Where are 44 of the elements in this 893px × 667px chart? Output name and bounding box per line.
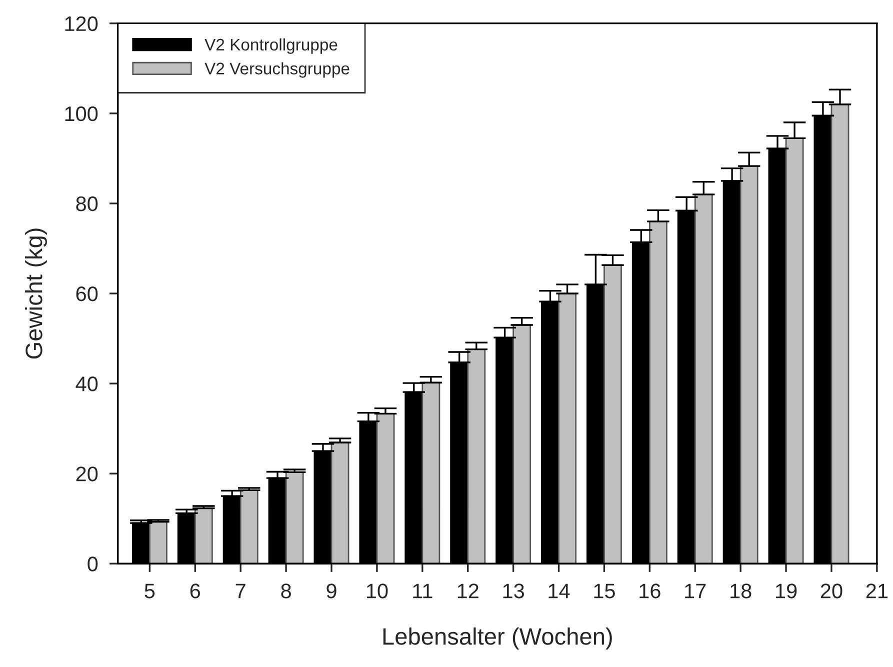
- x-tick-label: 13: [503, 584, 524, 598]
- x-tick-label: 17: [685, 584, 706, 598]
- y-tick-label: 40: [76, 376, 98, 392]
- y-tick-label: 60: [76, 286, 98, 302]
- bar: [830, 104, 850, 564]
- x-tick-label: 6: [190, 584, 200, 598]
- bar: [648, 220, 668, 564]
- x-tick-label: 15: [594, 584, 615, 598]
- bar: [467, 348, 486, 564]
- x-tick-label: 9: [326, 584, 336, 598]
- bar: [694, 194, 713, 564]
- x-tick-label: 16: [640, 584, 660, 598]
- y-tick-label: 80: [76, 196, 98, 212]
- x-tick-label: 5: [144, 584, 155, 598]
- x-tick-label: 19: [776, 584, 797, 598]
- bar: [604, 264, 622, 564]
- x-tick-label: 12: [458, 584, 478, 598]
- x-tick-label: 21: [866, 584, 888, 598]
- bar: [558, 292, 576, 564]
- y-tick-label: 20: [76, 466, 98, 482]
- y-axis-title: Gewicht (kg): [25, 228, 48, 359]
- bar: [512, 324, 532, 564]
- y-tick-label: 120: [65, 16, 98, 32]
- bar: [285, 472, 304, 564]
- x-tick-label: 20: [820, 584, 842, 598]
- x-axis-title: Lebensalter (Wochen): [383, 627, 612, 650]
- x-tick-label: 14: [548, 584, 570, 598]
- x-tick-label: 10: [366, 584, 388, 598]
- bar: [240, 490, 258, 564]
- y-tick-label: 0: [88, 556, 98, 572]
- legend-label: V2 Kontrollgruppe: [204, 38, 338, 54]
- legend-label: V2 Versuchsgruppe: [204, 62, 350, 78]
- x-tick-label: 18: [730, 584, 752, 598]
- x-tick-label: 7: [236, 584, 246, 598]
- bar: [785, 137, 804, 564]
- bar: [376, 412, 395, 564]
- x-tick-label: 8: [281, 584, 291, 598]
- bar: [194, 508, 213, 564]
- bar: [422, 382, 440, 564]
- bar: [740, 165, 758, 564]
- y-tick-label: 100: [65, 106, 98, 122]
- bar: [330, 442, 350, 564]
- bar: [148, 521, 168, 564]
- x-tick-label: 11: [413, 584, 432, 598]
